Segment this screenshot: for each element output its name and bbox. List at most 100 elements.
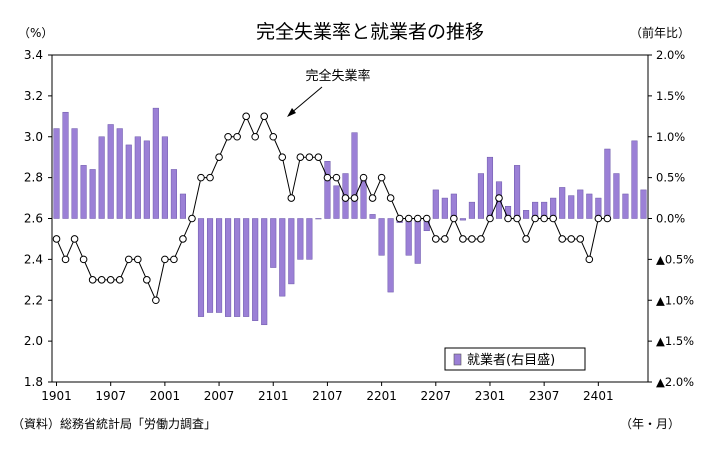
bar: [523, 210, 530, 219]
x-axis-tick-label: 2101: [258, 389, 289, 403]
line-point: [224, 132, 232, 141]
x-axis-unit: （年・月）: [620, 417, 680, 431]
left-axis-unit: （%）: [18, 26, 53, 40]
bar: [234, 218, 241, 317]
line-point: [540, 214, 548, 223]
right-axis-tick-label: ▲1.0%: [656, 293, 694, 307]
bar: [279, 218, 286, 297]
line-point: [422, 214, 431, 223]
right-axis-tick-label: ▲0.5%: [656, 252, 694, 266]
line-point: [332, 173, 341, 182]
bar: [62, 111, 69, 219]
line-point: [79, 255, 88, 264]
x-axis-tick-label: 1907: [95, 389, 126, 403]
bar: [369, 214, 376, 219]
bar: [559, 187, 566, 219]
line-point: [531, 214, 539, 223]
bar: [387, 218, 394, 293]
bar: [216, 218, 223, 313]
source-note: （資料）総務省統計局「労働力調査」: [12, 416, 216, 431]
line-point: [251, 132, 259, 141]
x-axis-tick-label: 2207: [421, 389, 452, 403]
line-point: [558, 235, 567, 243]
line-point: [404, 214, 413, 223]
bar: [252, 218, 259, 321]
bar: [432, 189, 439, 219]
bar: [604, 148, 611, 219]
bar: [486, 156, 494, 219]
bar: [586, 193, 593, 219]
bar: [179, 193, 186, 219]
x-axis-tick-label: 2107: [312, 389, 343, 403]
bar: [107, 124, 114, 219]
line-point: [88, 276, 97, 284]
bar: [261, 218, 268, 326]
bar: [270, 218, 277, 268]
line-point: [296, 153, 305, 161]
bar: [225, 218, 232, 317]
bar: [315, 218, 322, 220]
right-axis-tick-label: 0.0%: [656, 212, 685, 226]
line-point: [341, 194, 350, 202]
line-point: [359, 173, 368, 182]
right-axis-tick-label: 1.0%: [656, 130, 685, 144]
legend-box: [444, 347, 586, 371]
left-axis-tick-label: 2.6: [24, 212, 43, 226]
line-point: [143, 276, 151, 284]
plot-area: 1.8 2.0 2.2 2.4 2.6 2.8 3.0 3.2 3.4 ▲2.0% ▲1.5% ▲1.…: [24, 48, 694, 403]
bar: [89, 169, 96, 219]
bar: [324, 161, 331, 219]
line-point: [477, 235, 485, 243]
bar: [568, 195, 575, 219]
right-axis-tick-label: 0.5%: [656, 171, 685, 185]
line-point: [115, 276, 124, 284]
x-axis-tick-label: 2001: [150, 389, 181, 403]
right-axis-tick-label: ▲2.0%: [656, 375, 694, 389]
bar: [468, 201, 475, 219]
line-point: [594, 214, 603, 223]
line-point: [215, 153, 223, 161]
bar: [640, 189, 647, 219]
line-point: [431, 235, 440, 243]
line-point: [70, 235, 79, 243]
bar: [161, 136, 168, 219]
line-point: [197, 173, 205, 182]
bar: [577, 189, 584, 219]
line-point: [61, 255, 70, 264]
line-point: [97, 276, 106, 284]
legend-label: 就業者(右目盛): [467, 352, 555, 368]
line-point: [52, 235, 61, 243]
annotation-arrow: [289, 86, 323, 115]
left-axis-tick-label: 3.4: [24, 48, 43, 62]
bar: [116, 128, 123, 219]
line-point: [468, 235, 476, 243]
line-point: [504, 214, 512, 223]
bar: [405, 218, 412, 256]
left-axis-tick-label: 2.2: [24, 293, 43, 307]
bar: [143, 140, 150, 219]
line-point: [179, 235, 187, 243]
line-point: [495, 194, 503, 202]
line-point: [133, 255, 142, 264]
line-point: [269, 132, 278, 141]
line-point: [161, 255, 169, 264]
bar: [333, 185, 340, 219]
right-axis-unit: （前年比）: [630, 25, 690, 40]
left-axis-tick-label: 3.2: [24, 89, 43, 103]
legend: 就業者(右目盛): [444, 347, 586, 371]
bar: [622, 193, 629, 219]
annotation-arrowhead: [287, 108, 296, 117]
line-point: [278, 153, 287, 161]
x-axis-tick-label: 2307: [529, 389, 560, 403]
left-axis-tick-label: 1.8: [24, 375, 43, 389]
plot-frame: [51, 54, 649, 383]
bar: [360, 177, 367, 219]
line-point: [486, 214, 494, 223]
line-point: [603, 214, 612, 223]
line-point: [585, 255, 594, 264]
line-point: [106, 276, 115, 284]
line-point: [242, 112, 250, 121]
line-point: [450, 214, 458, 223]
line-point: [368, 194, 377, 202]
